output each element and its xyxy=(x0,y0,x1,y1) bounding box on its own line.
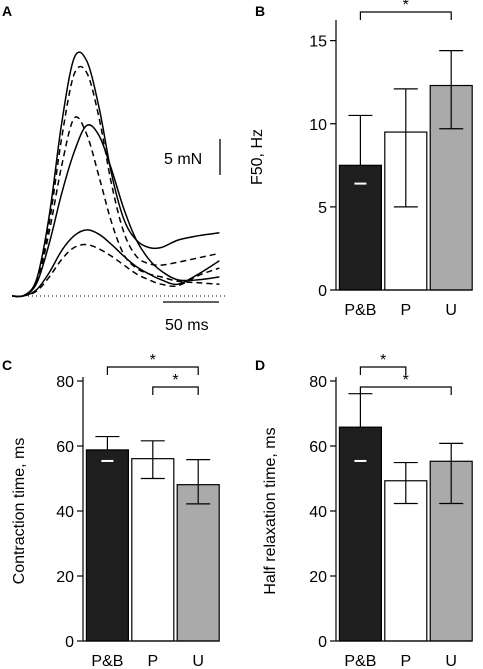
force-trace-6-dashed xyxy=(11,243,220,297)
panel-label-b: B xyxy=(255,3,265,19)
force-trace-5-solid xyxy=(11,229,220,298)
y-tick-label: 0 xyxy=(318,634,327,651)
y-tick-label: 80 xyxy=(56,374,74,391)
y-tick-label: 60 xyxy=(309,439,327,456)
panel-b-f50: 0 5 10 15 P&B P U F50, Hz * xyxy=(249,0,473,319)
x-tick-label: U xyxy=(445,302,457,319)
bar-u xyxy=(176,484,220,642)
y-tick-label: 5 xyxy=(318,200,327,217)
panel-d-half-relaxation-time: 0 20 40 60 80 P&B P U Half relaxation time, ms * * xyxy=(262,352,473,669)
x-tick-label: P&B xyxy=(344,302,376,319)
y-tick-label: 80 xyxy=(309,374,327,391)
y-tick-label: 15 xyxy=(309,34,327,51)
time-scale-label: 50 ms xyxy=(165,317,209,334)
panel-label-d: D xyxy=(255,357,265,373)
force-trace-2-dashed xyxy=(11,65,220,298)
y-tick-label: 10 xyxy=(309,117,327,134)
y-tick-label: 20 xyxy=(56,569,74,586)
significance-star: * xyxy=(380,352,386,369)
force-trace-3-dashed xyxy=(11,116,220,298)
significance-star: * xyxy=(403,372,409,389)
y-tick-label: 60 xyxy=(56,439,74,456)
x-tick-label: P&B xyxy=(91,653,123,669)
significance-bracket xyxy=(106,366,199,375)
force-scale-label: 5 mN xyxy=(164,151,202,168)
x-tick-label: U xyxy=(445,653,457,669)
significance-star: * xyxy=(150,352,156,369)
significance-bracket xyxy=(359,366,407,375)
y-tick-label: 20 xyxy=(309,569,327,586)
x-tick-label: U xyxy=(192,653,204,669)
significance-bracket xyxy=(359,386,452,395)
y-tick-label: 0 xyxy=(65,634,74,651)
panel-c-contraction-time: 0 20 40 60 80 P&B P U Contraction time, ms * * xyxy=(11,352,220,669)
significance-bracket xyxy=(359,11,452,20)
force-trace-1-solid xyxy=(11,51,220,298)
bar-p xyxy=(131,458,175,642)
y-tick-label: 40 xyxy=(56,504,74,521)
x-tick-label: P&B xyxy=(344,653,376,669)
force-traces xyxy=(11,51,220,298)
y-tick-label: 40 xyxy=(309,504,327,521)
significance-bracket xyxy=(152,386,199,395)
y-axis-label: Half relaxation time, ms xyxy=(262,427,279,594)
x-tick-label: P xyxy=(147,653,158,669)
y-tick-label: 0 xyxy=(318,283,327,300)
significance-star: * xyxy=(403,0,409,14)
significance-star: * xyxy=(172,372,178,389)
x-tick-label: P xyxy=(400,653,411,669)
force-trace-4-solid xyxy=(11,124,220,298)
panel-a-force-traces: 5 mN 50 ms xyxy=(11,51,226,334)
x-tick-label: P xyxy=(400,302,411,319)
bar-pandb xyxy=(85,449,130,642)
y-axis-label: F50, Hz xyxy=(249,129,266,185)
y-axis-label: Contraction time, ms xyxy=(11,438,28,585)
bar-pandb xyxy=(338,426,382,642)
panel-label-c: C xyxy=(2,357,12,373)
panel-label-a: A xyxy=(2,3,12,19)
bar-p xyxy=(384,480,428,642)
